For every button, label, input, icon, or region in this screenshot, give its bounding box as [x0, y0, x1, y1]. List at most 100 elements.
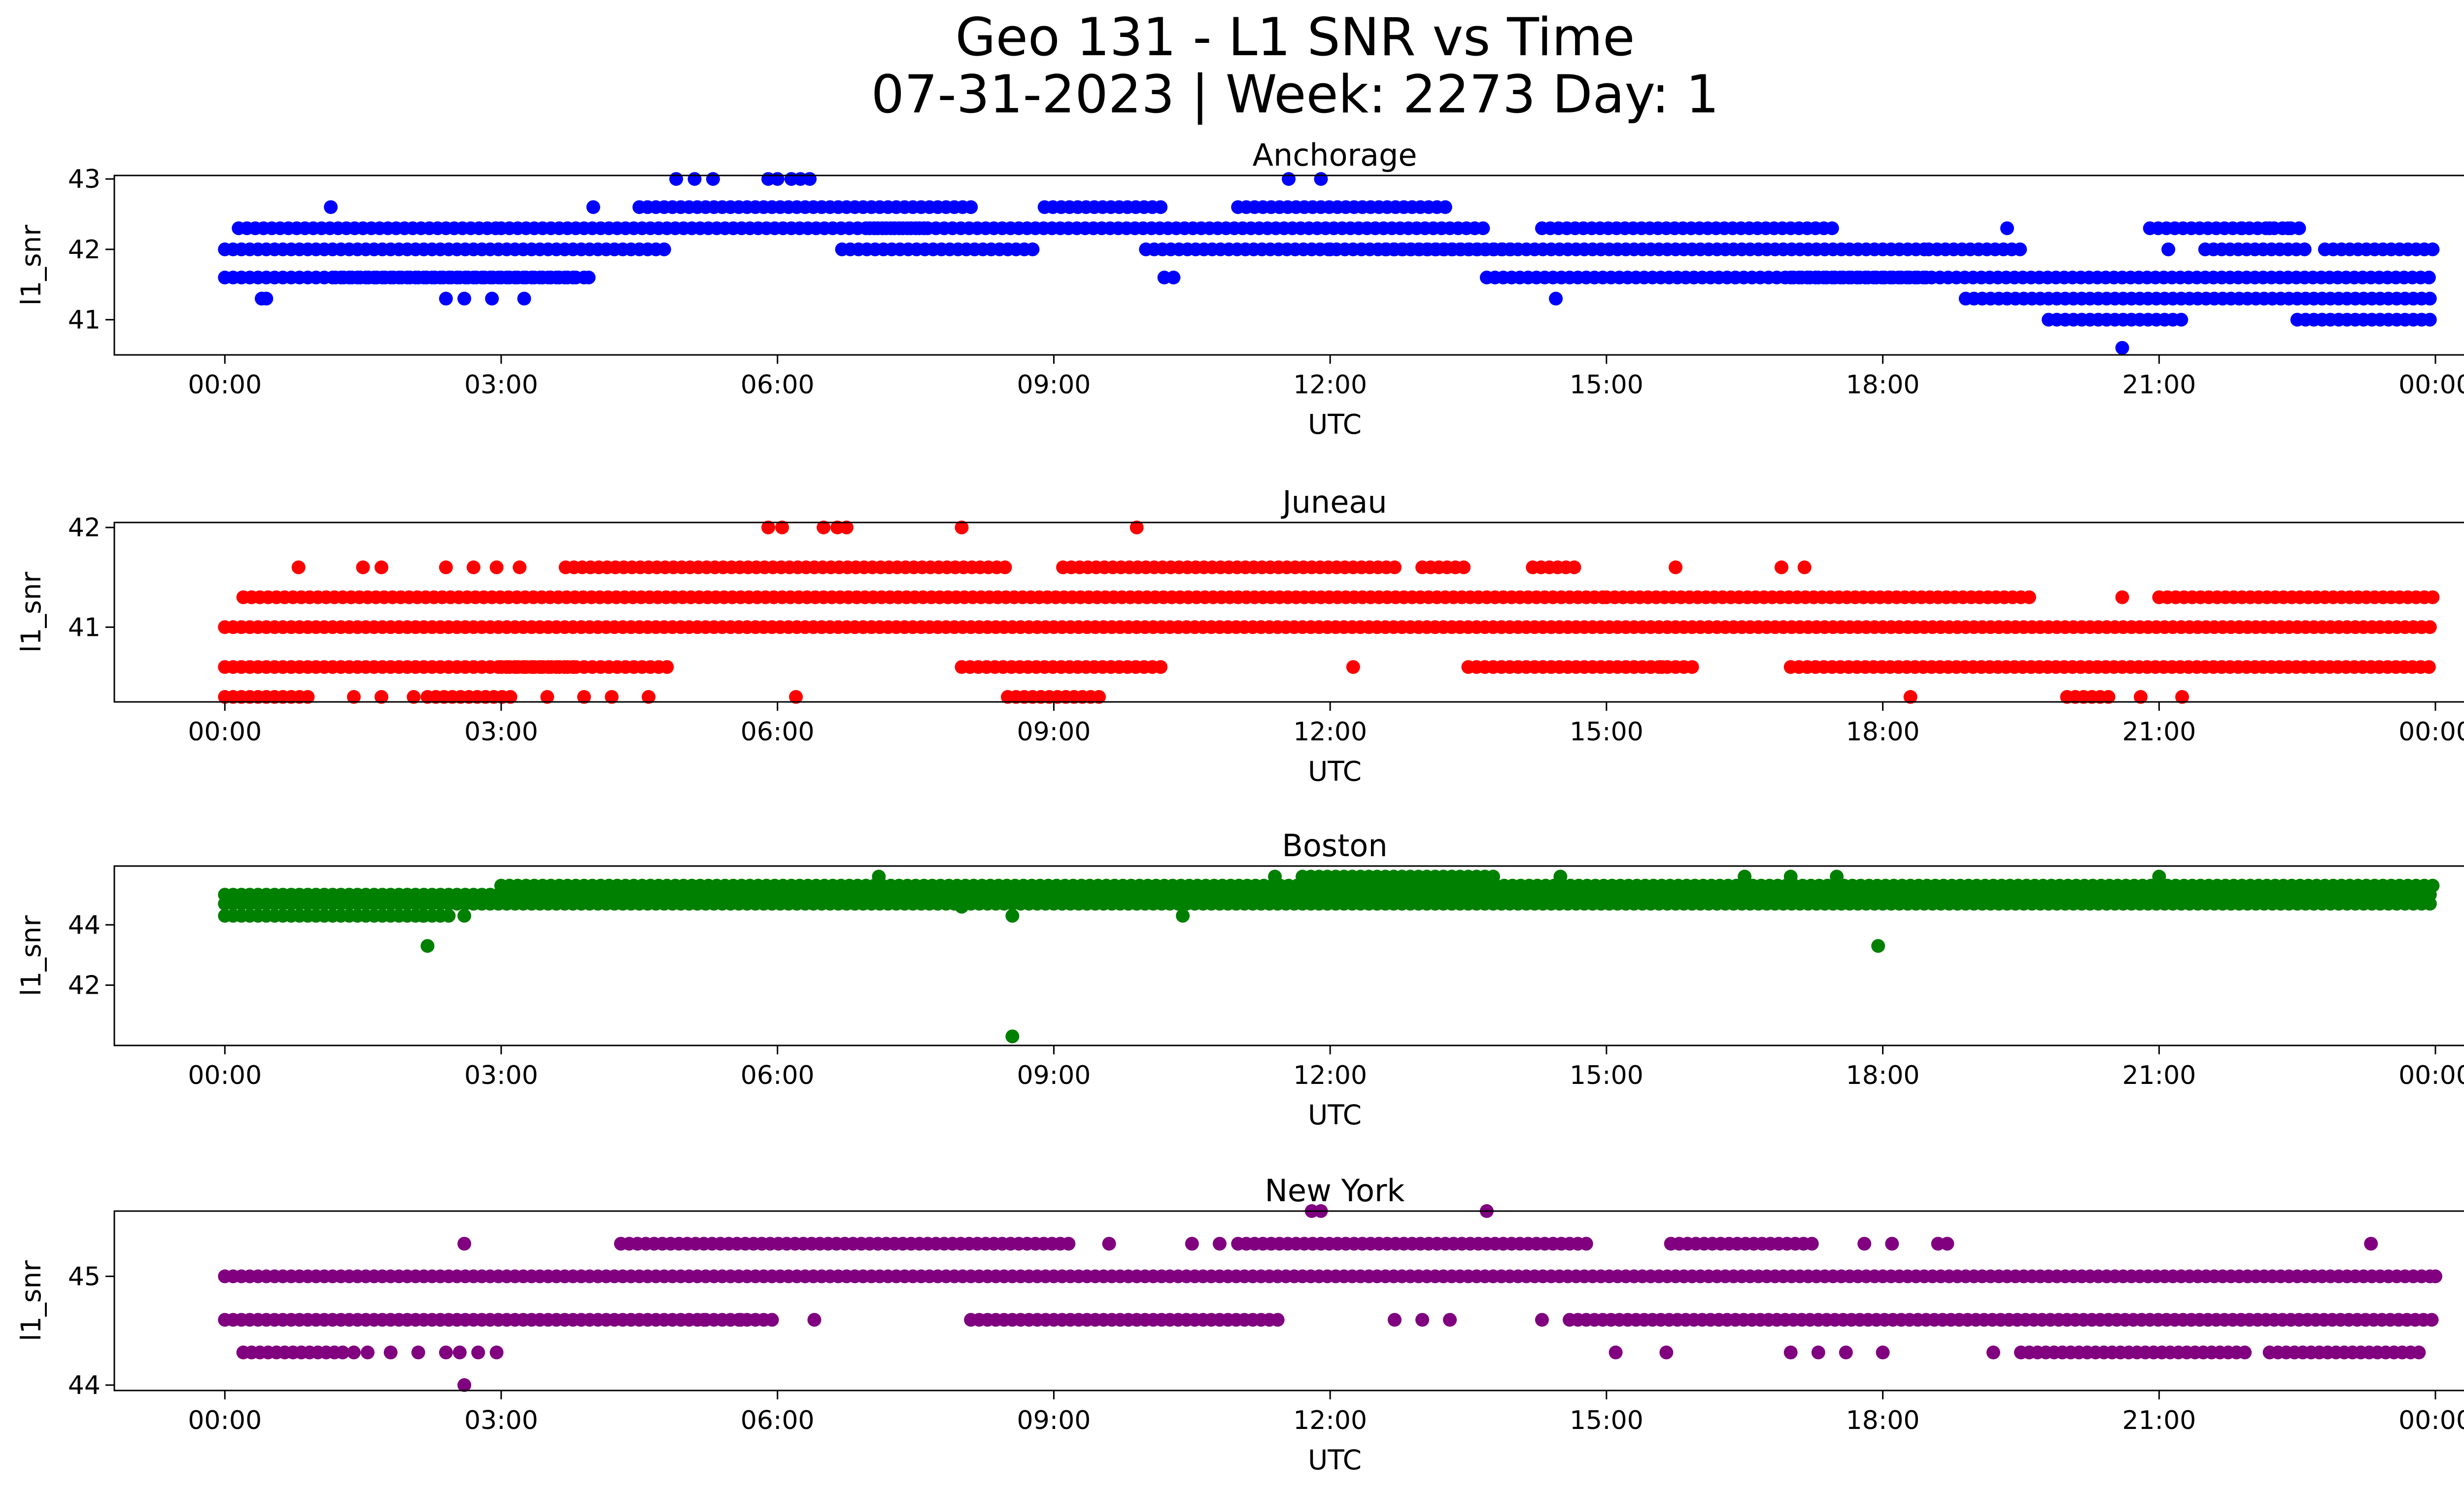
y-axis-label: l1_snr [15, 572, 47, 653]
x-tick-label: 00:00 [2398, 370, 2464, 400]
data-point [457, 1237, 472, 1251]
data-point [1553, 869, 1568, 884]
data-point [2013, 242, 2027, 256]
data-point [2426, 590, 2440, 604]
data-point [1005, 908, 1020, 923]
data-point [2174, 313, 2189, 327]
data-point [1783, 1345, 1798, 1359]
data-point [361, 1345, 375, 1359]
data-point [2426, 242, 2440, 256]
data-point [407, 690, 421, 704]
subplot-title: Anchorage [1252, 137, 1417, 173]
data-point [1005, 1029, 1020, 1043]
data-point [807, 1313, 821, 1327]
data-point [1738, 869, 1752, 884]
x-tick-label: 06:00 [741, 1406, 815, 1435]
x-axis-label: UTC [1308, 1444, 1362, 1476]
data-point [452, 1345, 467, 1359]
data-point [687, 172, 702, 186]
data-point [336, 1345, 350, 1359]
y-tick-label: 42 [68, 971, 101, 1001]
data-point [1270, 1313, 1285, 1327]
data-point [1986, 1345, 2000, 1359]
data-point [1388, 560, 1402, 574]
y-tick-label: 44 [68, 910, 101, 940]
data-point [1438, 200, 1452, 214]
data-point [439, 560, 453, 574]
data-point [411, 1345, 425, 1359]
x-tick-label: 15:00 [1570, 1061, 1643, 1090]
data-point [324, 200, 338, 214]
x-tick-label: 12:00 [1293, 1406, 1367, 1435]
x-tick-label: 18:00 [1846, 370, 1920, 400]
data-point [2292, 221, 2306, 236]
data-point [2161, 242, 2175, 256]
data-point [1212, 1237, 1227, 1251]
data-point [517, 291, 531, 306]
data-point [2115, 341, 2129, 355]
y-tick-label: 44 [68, 1371, 101, 1400]
data-point [839, 521, 854, 535]
x-tick-label: 18:00 [1846, 1406, 1920, 1435]
data-point [347, 690, 361, 704]
x-tick-label: 00:00 [188, 370, 262, 400]
data-point [356, 560, 370, 574]
x-tick-label: 06:00 [741, 370, 815, 400]
x-tick-label: 21:00 [2122, 717, 2196, 747]
data-point [775, 521, 789, 535]
figure-title-line2: 07-31-2023 | Week: 2273 Day: 1 [871, 64, 1719, 125]
data-point [471, 1345, 485, 1359]
data-point [803, 172, 817, 186]
x-tick-label: 18:00 [1846, 717, 1920, 747]
data-point [301, 690, 315, 704]
data-point [1885, 1237, 1899, 1251]
data-point [1166, 271, 1181, 284]
data-point [761, 521, 775, 535]
data-point [1567, 560, 1581, 574]
x-tick-label: 00:00 [188, 717, 262, 747]
x-axis-label: UTC [1308, 1099, 1362, 1131]
y-axis-label: l1_snr [15, 915, 47, 996]
data-point [291, 560, 306, 574]
data-point [1102, 1237, 1116, 1251]
data-point [420, 939, 435, 953]
data-point [347, 1345, 361, 1359]
data-point [1811, 1345, 1825, 1359]
data-point [1839, 1345, 1853, 1359]
data-point [1876, 1345, 1890, 1359]
data-point [1728, 271, 1743, 284]
data-point [1535, 1313, 1549, 1327]
x-tick-label: 00:00 [2398, 1061, 2464, 1090]
data-point [789, 690, 803, 704]
data-point [998, 560, 1012, 574]
data-point [1314, 172, 1328, 186]
data-point [817, 521, 831, 535]
data-point [375, 560, 388, 574]
data-point [1026, 242, 1040, 256]
x-tick-label: 09:00 [1017, 370, 1091, 400]
y-tick-label: 41 [68, 306, 101, 335]
subplot-3: New York 00:00 03:00 06:00 09:00 12:00 15:00 18… [15, 1173, 2464, 1476]
figure-title-line1: Geo 131 - L1 SNR vs Time [955, 7, 1635, 68]
data-point [2364, 1237, 2378, 1251]
data-point [2238, 1345, 2252, 1359]
subplot-title: Juneau [1280, 484, 1387, 520]
data-point [485, 291, 499, 306]
data-point [2281, 221, 2295, 236]
x-tick-label: 21:00 [2122, 1061, 2196, 1090]
data-point [416, 908, 430, 923]
axes-frame [113, 1210, 2464, 1391]
x-tick-label: 12:00 [1293, 370, 1367, 400]
data-point [1388, 1313, 1402, 1327]
x-tick-label: 21:00 [2122, 1406, 2196, 1435]
data-point [1940, 1237, 1954, 1251]
data-point [1154, 200, 1168, 214]
y-tick-label: 41 [68, 613, 101, 642]
data-point [1323, 242, 1337, 256]
x-tick-label: 18:00 [1846, 1061, 1920, 1090]
x-tick-label: 06:00 [741, 1061, 815, 1090]
y-axis-label: l1_snr [15, 225, 47, 306]
data-point [1129, 521, 1144, 535]
data-point [1415, 1313, 1430, 1327]
subplot-1: Juneau 00:00 03:00 06:00 09:00 12:00 15:00 18:0… [15, 484, 2464, 787]
